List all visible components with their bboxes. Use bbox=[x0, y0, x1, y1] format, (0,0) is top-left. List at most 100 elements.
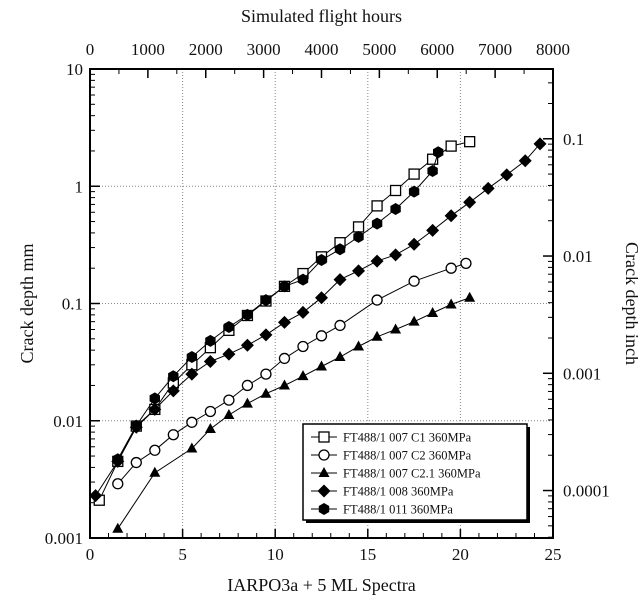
square-open-marker bbox=[464, 136, 476, 148]
circle-open-marker bbox=[112, 478, 124, 490]
legend-label: FT488/1 007 C2 360MPa bbox=[343, 449, 472, 463]
square-open-marker bbox=[318, 431, 330, 443]
hexagon-filled-marker bbox=[260, 294, 272, 307]
top-tick-label: 0 bbox=[86, 40, 95, 59]
circle-open-marker bbox=[460, 257, 472, 270]
circle-open-marker bbox=[223, 394, 235, 406]
series-4 bbox=[89, 137, 547, 503]
top-tick-label: 8000 bbox=[536, 40, 570, 59]
hexagon-filled-marker bbox=[112, 453, 123, 466]
hexagon-filled-marker bbox=[279, 280, 290, 293]
diamond-filled-marker bbox=[89, 489, 103, 503]
triangle-filled-marker bbox=[318, 467, 330, 477]
triangle-filled-marker bbox=[204, 423, 216, 434]
legend-item: FT488/1 007 C2.1 360MPa bbox=[311, 467, 481, 481]
top-tick-label: 5000 bbox=[362, 40, 396, 59]
circle-open-marker bbox=[278, 352, 291, 365]
hexagon-filled-marker bbox=[316, 254, 327, 266]
diamond-filled-marker bbox=[444, 209, 458, 223]
circle-open-marker bbox=[334, 319, 346, 332]
diamond-filled-marker bbox=[426, 223, 440, 237]
x-tick-label: 0 bbox=[86, 545, 95, 564]
triangle-filled-marker bbox=[334, 350, 346, 361]
triangle-filled-marker bbox=[390, 323, 402, 334]
diamond-filled-marker bbox=[259, 328, 273, 342]
y-tick-label: 0.1 bbox=[62, 295, 83, 314]
hexagon-filled-marker bbox=[353, 230, 364, 243]
circle-open-marker bbox=[318, 449, 330, 461]
hexagon-filled-marker bbox=[390, 203, 401, 215]
hexagon-filled-marker bbox=[297, 273, 309, 286]
diamond-filled-marker bbox=[407, 237, 421, 251]
right-tick-label: 0.01 bbox=[563, 247, 593, 266]
series-5 bbox=[112, 146, 444, 466]
circle-open-marker bbox=[130, 456, 142, 469]
series-line bbox=[117, 152, 439, 460]
triangle-filled-marker bbox=[112, 522, 124, 533]
top-tick-label: 7000 bbox=[478, 40, 512, 59]
y-tick-label: 0.01 bbox=[53, 412, 83, 431]
legend-label: FT488/1 011 360MPa bbox=[343, 503, 453, 517]
hexagon-filled-marker bbox=[433, 146, 444, 159]
circle-open-marker bbox=[371, 294, 383, 306]
right-tick-label: 0.0001 bbox=[563, 482, 610, 501]
square-open-marker bbox=[445, 140, 457, 152]
top-tick-label: 1000 bbox=[131, 40, 165, 59]
triangle-filled-marker bbox=[223, 408, 235, 419]
circle-open-marker bbox=[186, 416, 198, 428]
square-open-marker bbox=[389, 184, 402, 197]
diamond-filled-marker bbox=[518, 154, 532, 168]
diamond-filled-marker bbox=[500, 168, 514, 182]
legend-label: FT488/1 008 360MPa bbox=[343, 485, 454, 499]
y-tick-label: 0.001 bbox=[45, 529, 83, 548]
triangle-filled-marker bbox=[353, 340, 365, 351]
triangle-filled-marker bbox=[371, 330, 383, 341]
diamond-filled-marker bbox=[166, 384, 180, 398]
diamond-filled-marker bbox=[222, 347, 236, 361]
circle-open-marker bbox=[149, 444, 161, 456]
hexagon-filled-marker bbox=[427, 165, 438, 177]
triangle-filled-marker bbox=[408, 315, 420, 326]
data-series bbox=[89, 136, 547, 533]
diamond-filled-marker bbox=[463, 195, 477, 209]
tick-marks bbox=[89, 68, 554, 539]
square-open-marker bbox=[371, 200, 383, 212]
square-open-marker bbox=[426, 153, 439, 165]
diamond-filled-marker bbox=[389, 248, 403, 262]
y-tick-label: 10 bbox=[66, 60, 83, 79]
top-tick-label: 2000 bbox=[189, 40, 223, 59]
x-tick-label: 5 bbox=[178, 545, 187, 564]
diamond-filled-marker bbox=[296, 305, 310, 319]
diamond-filled-marker bbox=[533, 137, 547, 151]
diamond-filled-marker bbox=[315, 291, 328, 305]
diamond-filled-marker bbox=[333, 273, 347, 287]
hexagon-filled-marker bbox=[318, 503, 330, 515]
circle-open-marker bbox=[408, 275, 420, 287]
hexagon-filled-marker bbox=[186, 351, 198, 363]
top-tick-label: 6000 bbox=[420, 40, 454, 59]
circle-open-marker bbox=[315, 330, 328, 342]
triangle-filled-marker bbox=[427, 306, 439, 317]
circle-open-marker bbox=[241, 379, 254, 392]
legend-label: FT488/1 007 C2.1 360MPa bbox=[343, 467, 481, 481]
diamond-filled-marker bbox=[277, 315, 291, 329]
right-axis-title: Crack depth inch bbox=[622, 242, 638, 365]
hexagon-filled-marker bbox=[205, 334, 216, 347]
legend-item: FT488/1 007 C2 360MPa bbox=[311, 449, 472, 463]
hexagon-filled-marker bbox=[149, 392, 160, 405]
y-tick-label: 1 bbox=[75, 177, 84, 196]
circle-open-marker bbox=[167, 429, 179, 441]
x-axis-title: IARPO3a + 5 ML Spectra bbox=[227, 575, 415, 595]
diamond-filled-marker bbox=[203, 355, 217, 369]
hexagon-filled-marker bbox=[334, 243, 346, 256]
diamond-filled-marker bbox=[240, 338, 254, 352]
series-2 bbox=[112, 257, 472, 490]
x-tick-label: 25 bbox=[545, 545, 562, 564]
triangle-filled-marker bbox=[278, 379, 290, 390]
hexagon-filled-marker bbox=[242, 308, 253, 321]
legend-label: FT488/1 007 C1 360MPa bbox=[343, 431, 472, 445]
hexagon-filled-marker bbox=[371, 217, 383, 230]
legend: FT488/1 007 C1 360MPa FT488/1 007 C2 360M… bbox=[302, 423, 530, 523]
